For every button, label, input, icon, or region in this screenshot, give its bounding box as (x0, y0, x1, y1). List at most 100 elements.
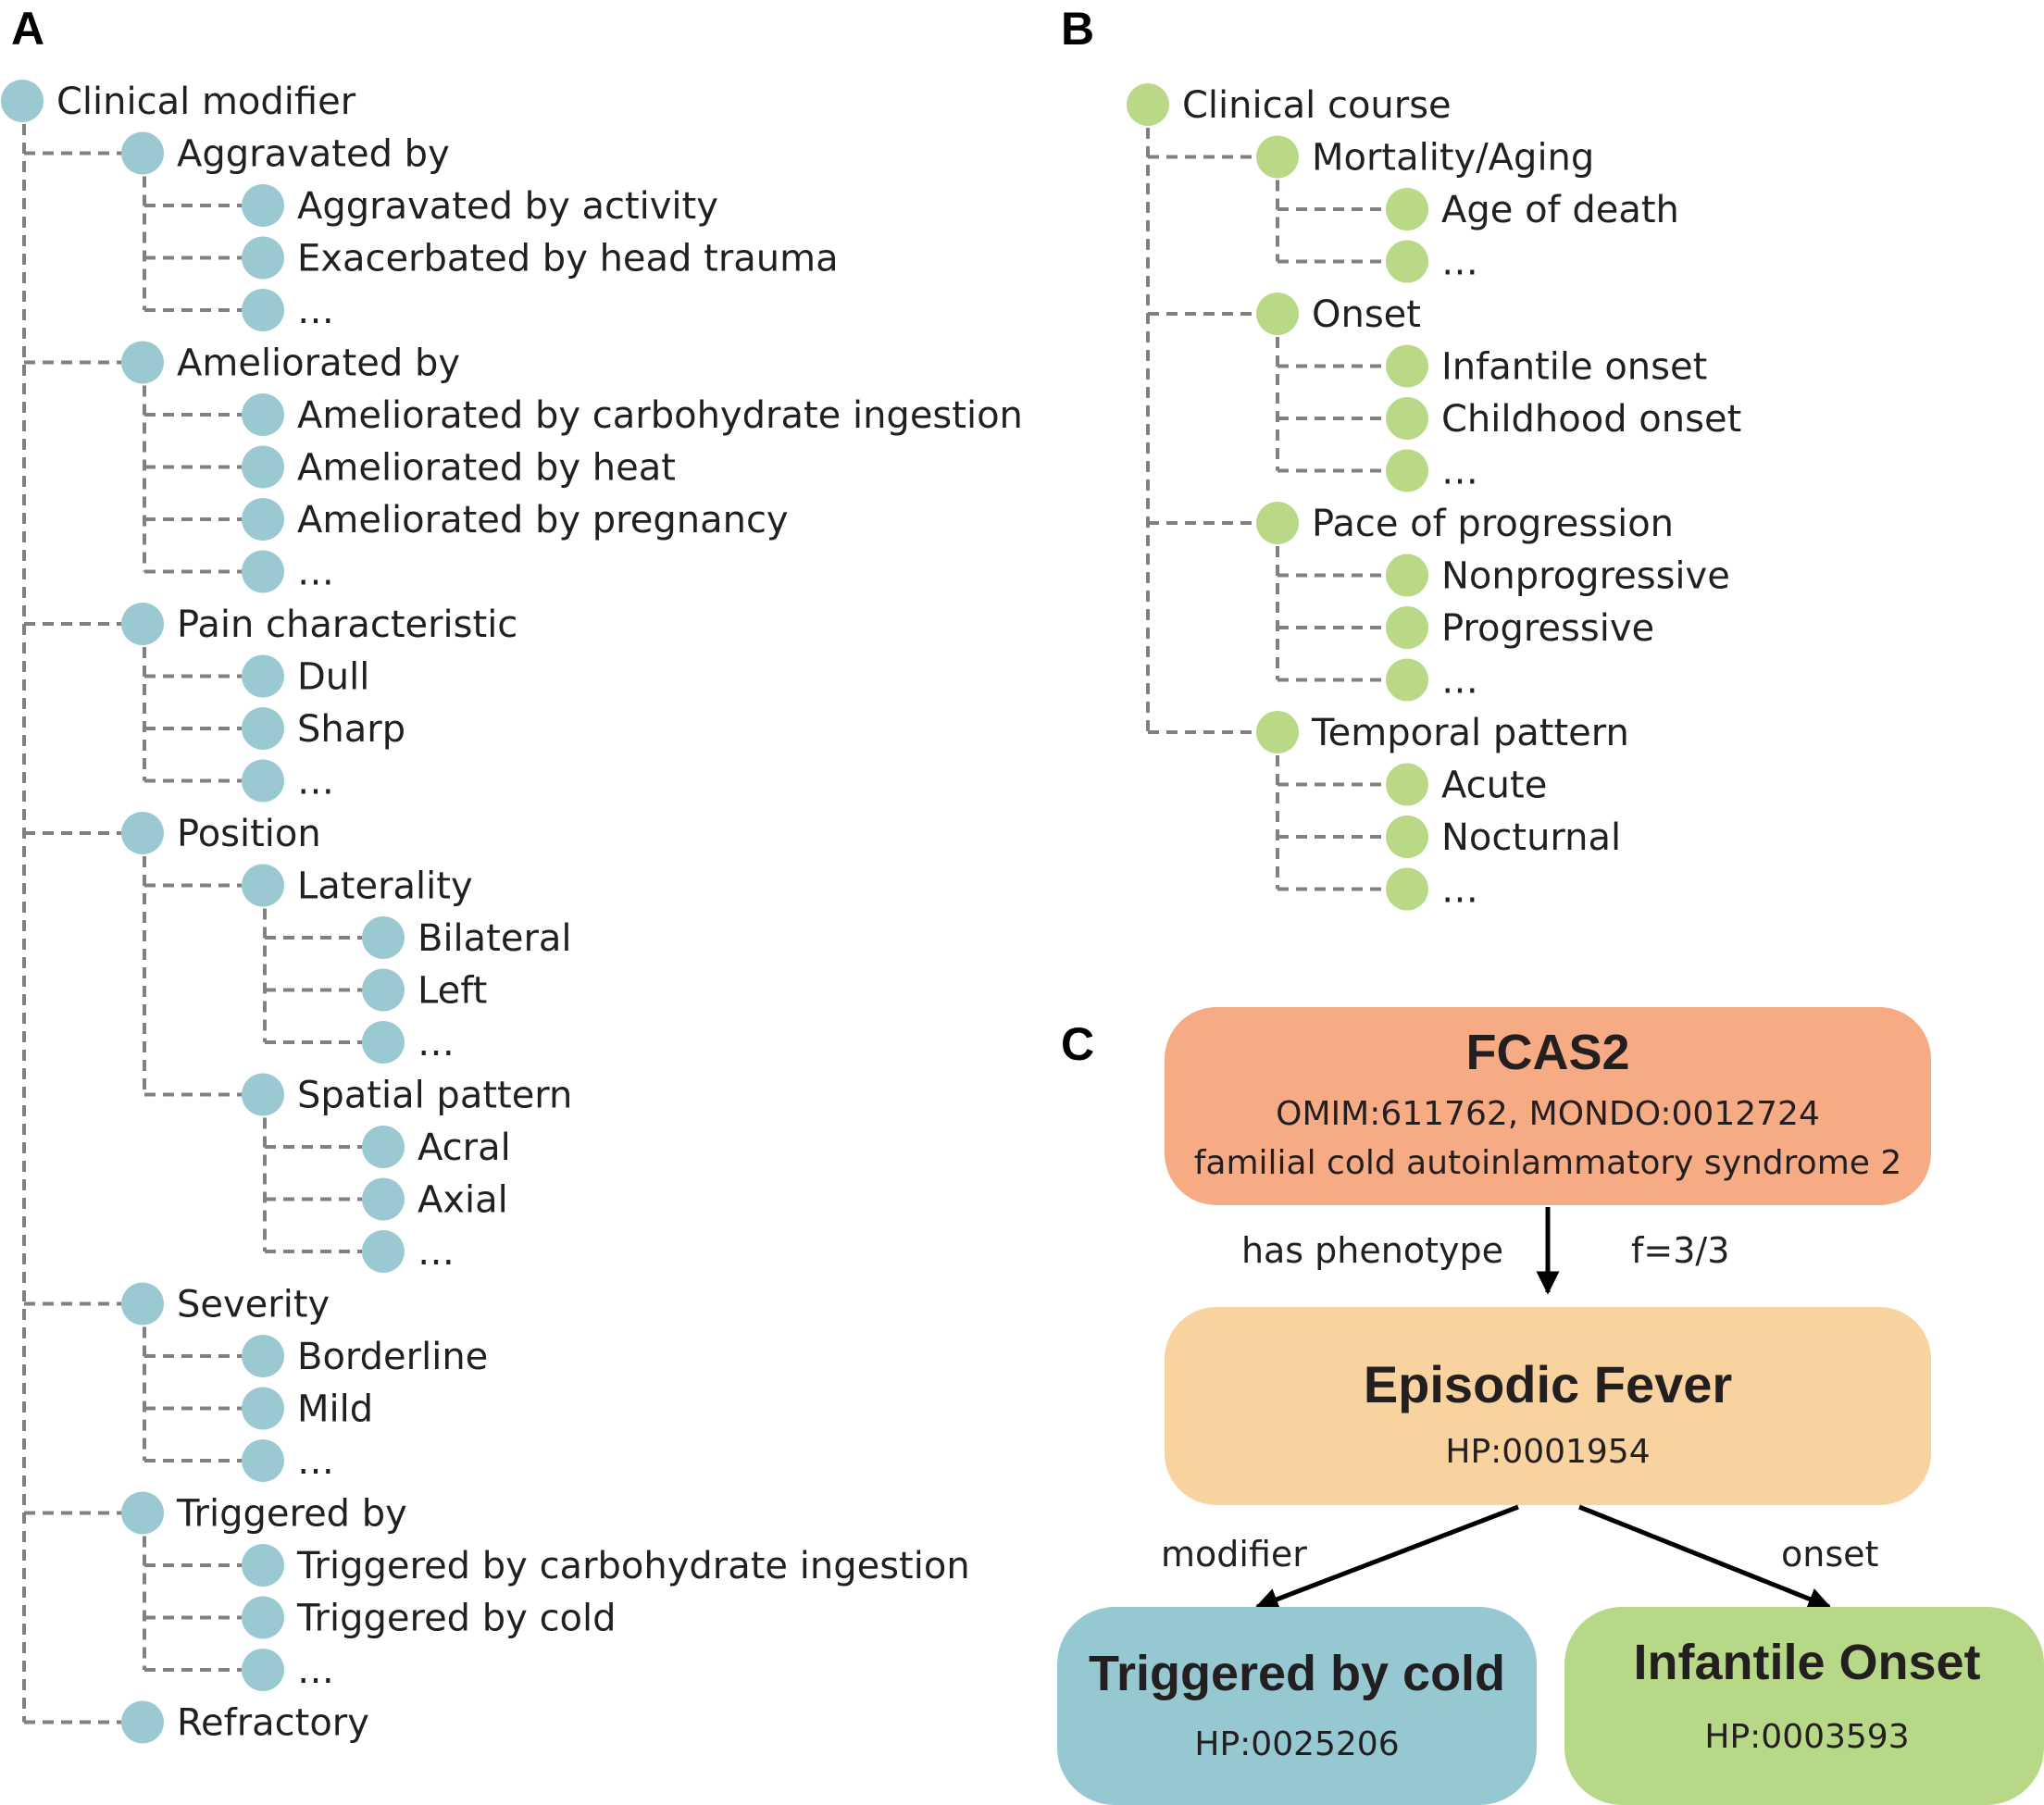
tree-node-triggered-by (121, 1491, 164, 1535)
tree-label-triggered-by-cold: Triggered by cold (296, 1598, 617, 1640)
tree-node-exacerbated-by-head-trauma (242, 236, 284, 280)
tree-label-mortality-aging: Mortality/Aging (1312, 137, 1594, 180)
tree-label-more-items: … (1441, 660, 1478, 703)
disease-title: FCAS2 (1465, 1025, 1629, 1080)
modifier-label: modifier (1161, 1534, 1307, 1575)
tree-node-more-items (1386, 867, 1428, 911)
modifier-arrow (1254, 1504, 1519, 1611)
tree-node-triggered-by-cold (242, 1596, 284, 1639)
tree-label-refractory: Refractory (177, 1702, 369, 1745)
tree-node-acral (362, 1126, 405, 1168)
tree-label-sharp: Sharp (297, 708, 405, 751)
tree-node-mild (242, 1387, 284, 1430)
tree-label-more-items: … (297, 290, 334, 332)
tree-node-sharp (242, 707, 284, 750)
tree-label-aggravated-by-activity: Aggravated by activity (297, 185, 718, 228)
phenotype-title: Episodic Fever (1364, 1355, 1732, 1413)
modifier-term-box (1057, 1607, 1537, 1805)
tree-node-aggravated-by-activity (242, 184, 284, 227)
panel-label-c: C (1061, 1018, 1094, 1070)
tree-node-pain-characteristic (121, 603, 164, 645)
tree-label-acute: Acute (1441, 765, 1547, 807)
tree-label-more-items: … (418, 1231, 455, 1274)
modifier-term-title: Triggered by cold (1089, 1646, 1505, 1701)
tree-label-more-items: … (297, 1649, 334, 1692)
tree-label-more-items: … (297, 1440, 334, 1483)
tree-node-more-items (362, 1230, 405, 1273)
modifier-term-id: HP:0025206 (1194, 1725, 1399, 1763)
tree-node-age-of-death (1386, 188, 1428, 230)
tree-node-more-items (242, 1649, 284, 1691)
onset-label: onset (1781, 1534, 1878, 1575)
tree-label-ameliorated-by-carbohydrate-ingestion: Ameliorated by carbohydrate ingestion (297, 394, 1023, 437)
tree-label-position: Position (177, 813, 321, 855)
tree-label-pain-characteristic: Pain characteristic (177, 604, 517, 646)
tree-node-more-items (1386, 240, 1428, 283)
tree-node-bilateral (362, 916, 405, 959)
tree-node-more-items (242, 550, 284, 593)
tree-label-clinical-course: Clinical course (1182, 84, 1452, 127)
tree-label-mild: Mild (297, 1388, 373, 1431)
tree-label-ameliorated-by: Ameliorated by (177, 342, 460, 385)
tree-node-ameliorated-by-carbohydrate-ingestion (242, 393, 284, 436)
tree-label-dull: Dull (297, 656, 369, 699)
panel-label-a: A (11, 3, 44, 55)
tree-label-infantile-onset: Infantile onset (1441, 346, 1707, 389)
tree-label-more-items: … (297, 761, 334, 803)
tree-label-more-items: … (1441, 451, 1478, 493)
tree-node-progressive (1386, 606, 1428, 649)
tree-label-clinical-modifier: Clinical modifier (56, 81, 356, 123)
tree-node-aggravated-by (121, 131, 164, 175)
tree-node-axial (362, 1177, 405, 1221)
phenotype-id: HP:0001954 (1445, 1433, 1650, 1471)
tree-node-laterality (242, 864, 284, 907)
tree-node-position (121, 812, 164, 854)
tree-label-laterality: Laterality (297, 865, 473, 908)
tree-node-acute (1386, 763, 1428, 806)
tree-label-age-of-death: Age of death (1441, 189, 1679, 231)
tree-node-nonprogressive (1386, 554, 1428, 597)
tree-node-ameliorated-by (121, 341, 164, 384)
tree-label-nonprogressive: Nonprogressive (1441, 555, 1730, 598)
tree-node-borderline (242, 1335, 284, 1377)
tree-node-onset (1256, 293, 1299, 335)
onset-arrow (1578, 1504, 1832, 1611)
tree-node-severity (121, 1282, 164, 1326)
tree-clinical-modifier: Clinical modifier Aggravated by Aggravated… (1, 80, 1023, 1745)
tree-label-axial: Axial (418, 1179, 508, 1222)
tree-label-triggered-by: Triggered by (176, 1493, 407, 1536)
tree-label-ameliorated-by-pregnancy: Ameliorated by pregnancy (297, 499, 789, 542)
tree-node-more-items (362, 1021, 405, 1064)
disease-ids: OMIM:611762, MONDO:0012724 (1276, 1095, 1820, 1133)
tree-node-ameliorated-by-heat (242, 445, 284, 489)
tree-node-infantile-onset (1386, 344, 1428, 388)
has-phenotype-label: has phenotype (1241, 1230, 1503, 1271)
tree-label-left: Left (418, 970, 487, 1013)
tree-label-bilateral: Bilateral (418, 917, 572, 960)
tree-node-spatial-pattern (242, 1073, 284, 1116)
tree-node-more-items (242, 1439, 284, 1482)
tree-node-more-items (242, 289, 284, 331)
tree-node-more-items (242, 759, 284, 803)
tree-label-more-items: … (1441, 242, 1478, 284)
onset-term-title: Infantile Onset (1633, 1635, 1980, 1690)
tree-node-triggered-by-carbohydrate-ingestion (242, 1544, 284, 1587)
tree-label-nocturnal: Nocturnal (1441, 816, 1621, 859)
tree-label-borderline: Borderline (297, 1336, 488, 1378)
phenotype-box (1165, 1307, 1931, 1505)
tree-label-exacerbated-by-head-trauma: Exacerbated by head trauma (297, 238, 839, 280)
tree-label-onset: Onset (1312, 293, 1421, 336)
panel-label-b: B (1061, 3, 1094, 55)
tree-node-left (362, 968, 405, 1012)
tree-label-spatial-pattern: Spatial pattern (297, 1075, 572, 1117)
tree-clinical-course: Clinical course Mortality/Aging Age of dea… (1127, 83, 1741, 912)
tree-label-more-items: … (418, 1022, 455, 1064)
tree-label-ameliorated-by-heat: Ameliorated by heat (297, 447, 676, 490)
onset-term-box (1564, 1607, 2044, 1805)
tree-label-acral: Acral (418, 1127, 511, 1169)
tree-node-clinical-modifier (1, 80, 44, 122)
disease-name: familial cold autoinlammatory syndrome 2 (1194, 1144, 1902, 1182)
panel-c-annotation-example: FCAS2 OMIM:611762, MONDO:0012724 familia… (1057, 1007, 2044, 1805)
tree-node-nocturnal (1386, 815, 1428, 858)
tree-node-temporal-pattern (1256, 711, 1299, 753)
